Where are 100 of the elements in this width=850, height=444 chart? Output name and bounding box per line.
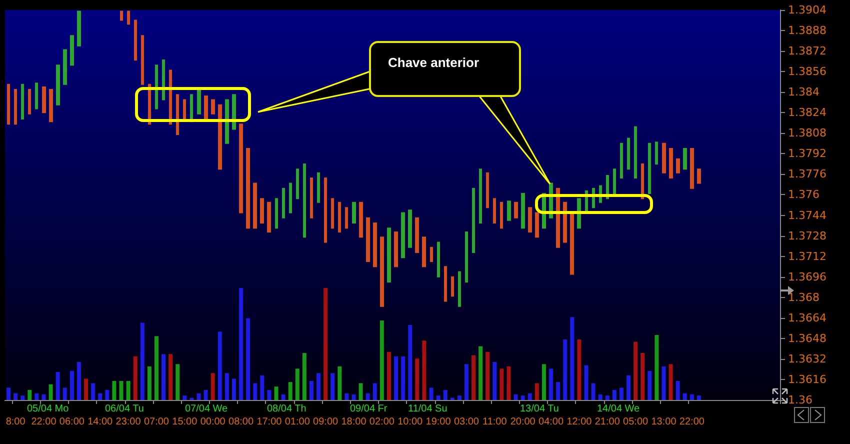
bar [584, 365, 588, 400]
candlestick [697, 168, 701, 184]
candlestick [465, 231, 468, 282]
candlestick [70, 35, 74, 66]
bar [577, 340, 582, 400]
bar [14, 393, 18, 400]
y-tick-label: 1.3776 [788, 168, 826, 181]
candlestick [352, 202, 356, 224]
candlestick [669, 148, 673, 179]
bar [176, 364, 180, 400]
candlestick [303, 163, 306, 238]
y-tick-label: 1.376 [788, 188, 820, 202]
bar [401, 356, 406, 400]
bar [56, 372, 60, 400]
x-tick-label: 11:00 [482, 416, 508, 428]
bar [182, 396, 187, 400]
candlestick [690, 148, 694, 189]
x-tick-label: 21:00 [594, 416, 620, 428]
candlestick [162, 60, 165, 100]
bar [457, 396, 462, 400]
candlestick [655, 142, 658, 164]
bar [246, 318, 250, 400]
text: 06/04 Tu [105, 404, 144, 414]
bar [634, 342, 638, 400]
candlestick [577, 198, 581, 229]
bar [549, 368, 554, 400]
candlestick [63, 49, 67, 85]
bar [443, 390, 448, 400]
candlestick [479, 168, 482, 224]
bar [6, 388, 11, 400]
x-tick-label: 8:00 [6, 416, 26, 428]
candlestick [331, 198, 334, 229]
bar [408, 324, 412, 400]
candlestick [641, 163, 644, 200]
text: 08/04 Th [267, 404, 306, 414]
candlestick [514, 202, 518, 218]
candlestick [338, 202, 341, 232]
bar [112, 380, 116, 400]
x-tick-label: 20:00 [510, 416, 536, 428]
candlestick [627, 138, 630, 170]
annotation: Chave anterior [388, 55, 480, 70]
bar [218, 332, 222, 400]
bar [338, 366, 342, 400]
candlestick [430, 246, 433, 262]
bar [62, 388, 67, 400]
bar [281, 394, 286, 400]
bar [668, 364, 673, 400]
candlestick [120, 10, 123, 21]
y-tick-label: 1.3696 [788, 270, 826, 284]
bar [253, 383, 258, 400]
candlestick [134, 20, 137, 61]
candlestick [183, 99, 186, 120]
x-tick-label: 22:00 [679, 416, 705, 428]
candlestick [458, 271, 461, 307]
y-tick-label: 1.3744 [788, 208, 826, 222]
candlestick [14, 89, 17, 125]
candlestick [451, 276, 454, 297]
bar [500, 368, 504, 400]
bar [126, 380, 130, 400]
x-tick-label: 05:00 [623, 416, 649, 428]
x-tick-label: 08:00 [228, 416, 254, 428]
bar [105, 390, 110, 400]
candlestick [373, 222, 377, 268]
text: 14/04 We [597, 404, 640, 414]
bar [514, 394, 518, 400]
y-tick-label: 1.3664 [788, 311, 826, 324]
bar [147, 366, 152, 400]
candlestick [77, 10, 81, 46]
bar [436, 396, 440, 400]
bar [154, 336, 158, 400]
bar [520, 396, 525, 400]
candlestick [204, 95, 208, 120]
bar [98, 393, 102, 400]
bar [626, 375, 631, 400]
bar [682, 393, 687, 400]
candlestick [493, 198, 496, 224]
bar [239, 288, 244, 400]
x-tick-label: 06:00 [59, 416, 85, 428]
candlestick [56, 64, 60, 106]
x-tick-label: 23:00 [116, 416, 142, 428]
x-tick-label: 07:00 [144, 416, 170, 428]
bar [288, 382, 292, 400]
x-tick-label: 09:00 [313, 416, 339, 428]
y-tick-label: 1.3856 [788, 65, 826, 78]
bar [358, 383, 363, 400]
bar [84, 378, 88, 400]
candlestick [141, 35, 144, 85]
bar [386, 352, 391, 400]
bar [168, 354, 173, 400]
candlestick [648, 142, 651, 194]
bar [260, 375, 264, 400]
candlestick [613, 168, 616, 194]
text: 11/04 Su [408, 404, 448, 414]
candlestick [415, 217, 419, 253]
candlestick [620, 142, 623, 179]
candlestick [521, 192, 525, 229]
bar [506, 366, 511, 400]
bar [648, 370, 652, 400]
text: 09/04 Fr [350, 404, 388, 414]
bar [42, 394, 46, 400]
